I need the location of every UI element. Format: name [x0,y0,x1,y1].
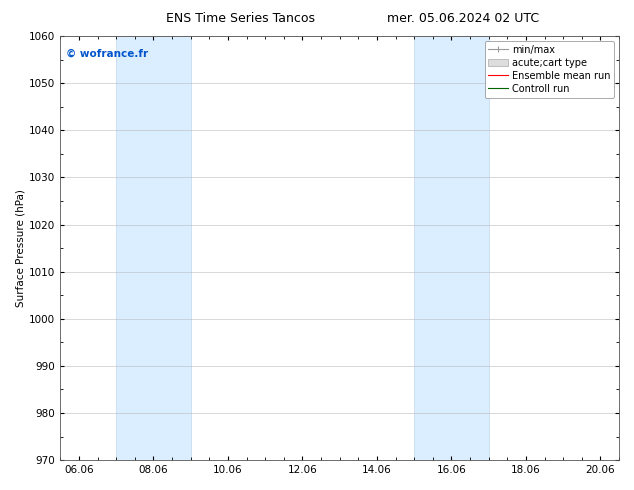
Bar [116,36,191,460]
Text: © wofrance.fr: © wofrance.fr [66,49,148,59]
Text: mer. 05.06.2024 02 UTC: mer. 05.06.2024 02 UTC [387,12,539,25]
Text: ENS Time Series Tancos: ENS Time Series Tancos [166,12,316,25]
Legend: min/max, acute;cart type, Ensemble mean run, Controll run: min/max, acute;cart type, Ensemble mean … [484,41,614,98]
Bar [414,36,489,460]
Y-axis label: Surface Pressure (hPa): Surface Pressure (hPa) [15,189,25,307]
